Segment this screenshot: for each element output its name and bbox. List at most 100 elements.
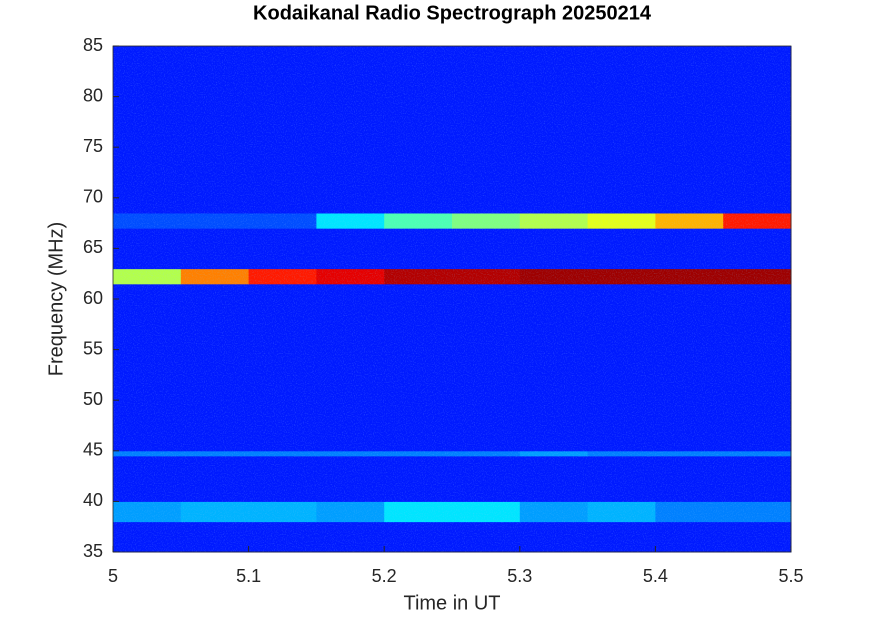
heatmap-cell bbox=[180, 521, 250, 553]
heatmap-cell bbox=[248, 283, 317, 452]
heatmap-cell bbox=[519, 283, 589, 452]
heatmap-cell bbox=[452, 228, 521, 270]
heatmap-cell bbox=[180, 212, 250, 229]
heatmap-cell bbox=[452, 212, 521, 229]
heatmap-cell bbox=[248, 501, 317, 523]
heatmap-cell bbox=[248, 455, 317, 502]
y-tick-label: 35 bbox=[83, 541, 103, 561]
heatmap-cell bbox=[316, 455, 385, 502]
axes: 5 5.1 5.2 5.3 5.4 5.5 35 40 45 50 55 60 65 70 75 80 85 bbox=[83, 35, 804, 586]
heatmap-cell bbox=[452, 450, 521, 457]
y-axis-label: Frequency (MHz) bbox=[45, 222, 67, 376]
heatmap-cell bbox=[248, 212, 317, 229]
heatmap-cell bbox=[587, 455, 656, 502]
heatmap-cell bbox=[384, 46, 453, 214]
heatmap-cell bbox=[384, 450, 453, 457]
y-tick-label: 75 bbox=[83, 136, 103, 156]
heatmap-cell bbox=[519, 228, 589, 270]
heatmap-cell bbox=[316, 450, 385, 457]
heatmap-cell bbox=[587, 283, 656, 452]
heatmap-cell bbox=[519, 46, 589, 214]
heatmap-cell bbox=[723, 268, 792, 285]
heatmap-cell bbox=[587, 450, 656, 457]
heatmap-cell bbox=[248, 521, 317, 553]
x-axis-label: Time in UT bbox=[403, 592, 500, 614]
heatmap-cell bbox=[655, 212, 724, 229]
heatmap-cell bbox=[655, 450, 724, 457]
heatmap-cell bbox=[452, 501, 521, 523]
heatmap-cell bbox=[723, 46, 792, 214]
heatmap-cell bbox=[587, 212, 656, 229]
y-tick-label: 70 bbox=[83, 187, 103, 207]
x-tick-label: 5.4 bbox=[643, 566, 668, 586]
heatmap-cell bbox=[723, 228, 792, 270]
heatmap-cell bbox=[113, 450, 182, 457]
y-tick-label: 80 bbox=[83, 85, 103, 105]
heatmap-cell bbox=[655, 228, 724, 270]
heatmap-cell bbox=[452, 283, 521, 452]
heatmap-cell bbox=[180, 268, 250, 285]
y-tick-label: 55 bbox=[83, 338, 103, 358]
heatmap-cell bbox=[113, 268, 182, 285]
heatmap-cell bbox=[587, 46, 656, 214]
heatmap-cell bbox=[519, 455, 589, 502]
heatmap-cell bbox=[587, 268, 656, 285]
y-tick-label: 45 bbox=[83, 440, 103, 460]
heatmap-cell bbox=[384, 212, 453, 229]
heatmap-cell bbox=[248, 46, 317, 214]
heatmap-cell bbox=[316, 228, 385, 270]
heatmap-cell bbox=[113, 212, 182, 229]
heatmap-cell bbox=[180, 46, 250, 214]
x-tick-label: 5.1 bbox=[236, 566, 261, 586]
heatmap-cell bbox=[316, 268, 385, 285]
heatmap-cell bbox=[655, 521, 724, 553]
heatmap-cell bbox=[587, 501, 656, 523]
heatmap-cell bbox=[384, 455, 453, 502]
heatmap-cell bbox=[248, 450, 317, 457]
heatmap-cell bbox=[587, 521, 656, 553]
y-tick-label: 65 bbox=[83, 237, 103, 257]
heatmap-cell bbox=[316, 212, 385, 229]
heatmap-cell bbox=[723, 455, 792, 502]
heatmap-cell bbox=[384, 283, 453, 452]
heatmap-cell bbox=[113, 228, 182, 270]
heatmap-cell bbox=[316, 501, 385, 523]
heatmap-cell bbox=[655, 501, 724, 523]
heatmap-cell bbox=[723, 521, 792, 553]
heatmap-cell bbox=[655, 268, 724, 285]
y-tick-label: 60 bbox=[83, 288, 103, 308]
heatmap-cell bbox=[316, 283, 385, 452]
heatmap-cell bbox=[316, 46, 385, 214]
heatmap-cell bbox=[655, 46, 724, 214]
x-tick-label: 5.5 bbox=[778, 566, 803, 586]
heatmap-cell bbox=[723, 501, 792, 523]
heatmap-cell bbox=[452, 46, 521, 214]
heatmap-cell bbox=[655, 283, 724, 452]
heatmap-cell bbox=[723, 450, 792, 457]
heatmap-cell bbox=[113, 283, 182, 452]
x-tick-label: 5 bbox=[108, 566, 118, 586]
heatmap-cell bbox=[452, 268, 521, 285]
heatmap-cell bbox=[180, 228, 250, 270]
heatmap-cell bbox=[384, 501, 453, 523]
heatmap-cell bbox=[519, 450, 589, 457]
x-tick-label: 5.3 bbox=[507, 566, 532, 586]
heatmap-cell bbox=[519, 212, 589, 229]
heatmap-cell bbox=[316, 521, 385, 553]
heatmap-cell bbox=[113, 46, 182, 214]
heatmap-cell bbox=[180, 450, 250, 457]
heatmap-cell bbox=[655, 455, 724, 502]
y-tick-label: 40 bbox=[83, 490, 103, 510]
heatmap-cell bbox=[180, 455, 250, 502]
heatmap-cell bbox=[587, 228, 656, 270]
heatmap-cell bbox=[180, 283, 250, 452]
heatmap-cell bbox=[519, 521, 589, 553]
heatmap bbox=[113, 46, 792, 553]
heatmap-cell bbox=[519, 501, 589, 523]
heatmap-cell bbox=[723, 283, 792, 452]
heatmap-cell bbox=[384, 268, 453, 285]
heatmap-cell bbox=[723, 212, 792, 229]
heatmap-cell bbox=[113, 521, 182, 553]
heatmap-cell bbox=[384, 228, 453, 270]
